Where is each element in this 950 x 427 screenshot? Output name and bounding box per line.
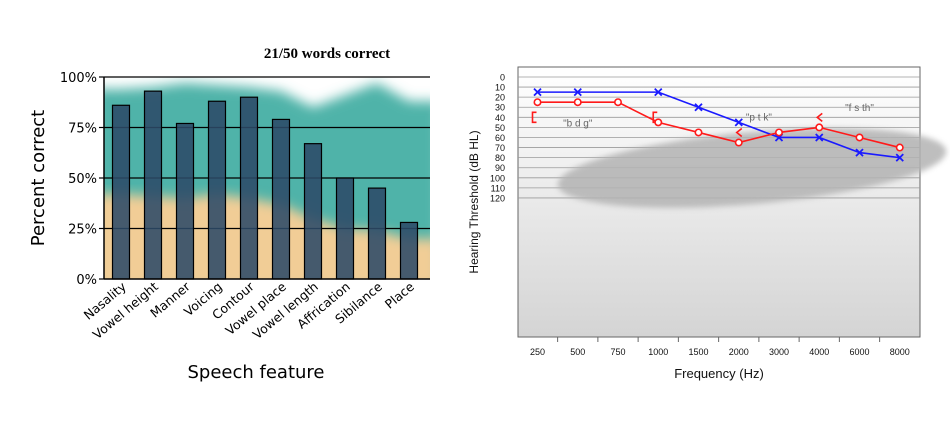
audiogram-point-x [573,87,582,97]
bar-vowel-height [143,90,163,280]
audiogram-series [533,87,904,162]
bar-nasality [111,104,131,280]
phoneme-label: "p t k" [746,112,772,123]
audiogram-y-tick-label: 20 [495,93,505,103]
bar-sibilance [367,187,387,280]
audiogram-y-tick-label: 110 [491,183,505,193]
left-x-tick-label: Place [382,279,417,312]
audiogram-point-o [734,138,743,147]
audiogram-point-o [613,98,622,107]
audiogram-point-o [533,98,542,107]
left-bars [111,90,419,280]
audiogram-y-tick-label: 50 [495,123,505,133]
audiogram-y-tick-label: 80 [495,153,505,163]
audiogram-y-tick-label: 90 [495,163,505,173]
phoneme-label: "b d g" [563,118,593,129]
audiogram-x-tick-label: 8000 [890,347,910,357]
audiogram-y-tick-label: 10 [495,83,505,93]
audiogram-x-tick-label: 6000 [849,347,869,357]
audiogram-point-x [734,118,743,127]
bar-voicing [207,100,227,280]
audiogram-x-axis-label: Frequency (Hz) [674,366,764,381]
audiogram-x-tick-label: 3000 [769,347,789,357]
phoneme-label: "f s th" [845,103,874,114]
audiogram-point-x [815,133,824,142]
bar-vowel-place [271,118,291,280]
audiogram-point-x [694,103,703,112]
audiogram-point-o [694,128,703,137]
left-y-axis-label: Percent correct [28,110,49,246]
audiogram-y-tick-label: 60 [495,133,505,143]
audiogram-x-tick-label: 2000 [729,347,749,357]
audiogram-chart: "b d g""p t k""f s th" 01020304050607080… [467,66,947,381]
audiogram-point-o [855,133,864,142]
audiogram-point-o [895,143,904,152]
audiogram-point-x [855,148,864,157]
bar-contour [239,96,259,280]
audiogram-point-o [654,118,663,127]
audiogram-point-o [774,128,783,137]
bone-marker [531,111,537,124]
audiogram-x-tick-label: 1500 [688,347,708,357]
left-x-axis-label: Speech feature [187,362,324,383]
audiogram-y-tick-label: 120 [490,193,505,203]
audiogram-y-tick-label: 70 [495,143,505,153]
bar-vowel-length [303,143,323,280]
left-y-ticks: 0% 25% 50% 75% 100% [60,71,104,288]
audiogram-point-x [895,153,904,162]
audiogram-y-axis-label: Hearing Threshold (dB HL) [467,130,481,273]
audiogram-point-o [573,98,582,107]
left-y-tick-label: 75% [68,122,97,137]
left-y-tick-label: 100% [60,71,97,86]
audiogram-y-tick-label: 100 [490,173,505,183]
left-y-tick-label: 0% [76,273,97,288]
left-y-tick-label: 50% [68,172,97,187]
audiogram-x-tick-label: 750 [610,347,625,357]
bone-marker [815,112,823,122]
audiogram-x-ticks: 250 500 750 1000 1500 2000 3000 4000 6000 8000 [530,337,910,357]
bar-place [399,221,419,280]
audiogram-series-line-1 [537,101,900,149]
phoneme-labels: "b d g" "p t k" "f s th" [563,103,874,129]
left-chart-title: 21/50 words correct [264,46,390,62]
audiogram-y-tick-label: 30 [495,103,505,113]
audiogram-x-tick-label: 500 [570,347,585,357]
audiogram-y-tick-label: 40 [495,113,505,123]
audiogram-x-tick-label: 1000 [648,347,668,357]
audiogram-point-o [815,123,824,132]
bar-manner [175,122,195,280]
bone-marker [735,127,743,138]
left-y-tick-label: 25% [68,223,97,238]
audiogram-y-tick-label: 0 [500,73,505,83]
audiogram-x-tick-label: 4000 [809,347,829,357]
audiogram-point-x [654,87,663,97]
audiogram-x-tick-label: 250 [530,347,545,357]
bar-affrication [335,177,355,280]
speech-feature-bar-chart: 21/50 words correct 0% 25% 50% 75% 100% Nasa… [28,46,430,383]
audiogram-point-x [533,87,542,97]
